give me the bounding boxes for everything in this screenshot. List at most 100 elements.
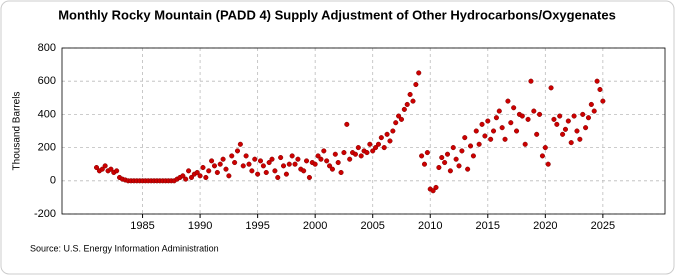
x-tick-label: 2020 <box>533 220 557 232</box>
point <box>194 169 200 176</box>
point <box>473 128 479 134</box>
point <box>315 153 321 159</box>
point <box>537 111 543 117</box>
point <box>545 161 551 167</box>
point <box>499 125 505 131</box>
point <box>424 150 430 156</box>
point <box>398 116 405 122</box>
point <box>528 78 534 84</box>
point <box>344 121 350 127</box>
point <box>114 168 120 174</box>
point <box>568 140 574 146</box>
point <box>525 116 531 122</box>
point <box>240 163 246 169</box>
point <box>433 184 439 190</box>
point <box>450 145 456 151</box>
point <box>514 128 520 134</box>
y-axis-label: Thousand Barrels <box>12 92 23 171</box>
point <box>519 113 525 119</box>
point <box>226 173 232 179</box>
point <box>416 70 422 76</box>
point <box>462 135 468 141</box>
point <box>442 159 448 166</box>
point <box>203 174 209 181</box>
point <box>252 156 258 162</box>
point <box>447 168 453 174</box>
point <box>209 158 215 164</box>
point <box>505 98 511 104</box>
point <box>401 106 407 112</box>
point <box>272 168 278 174</box>
point <box>266 159 272 166</box>
point <box>493 115 499 121</box>
point <box>574 128 580 134</box>
point <box>275 174 281 181</box>
point <box>269 156 275 162</box>
point <box>430 188 436 194</box>
point <box>295 156 301 162</box>
x-tick-label: 1985 <box>130 220 154 232</box>
point <box>257 158 264 164</box>
point <box>485 118 491 124</box>
point <box>211 163 218 169</box>
point <box>588 101 594 107</box>
point <box>327 163 333 169</box>
point <box>381 145 387 151</box>
y-tick-label: 600 <box>38 75 56 87</box>
point <box>436 164 442 171</box>
point <box>375 141 382 147</box>
point <box>531 108 537 114</box>
point <box>384 131 390 137</box>
y-tick-label: 400 <box>38 108 56 120</box>
point <box>554 121 560 127</box>
point <box>243 153 249 159</box>
y-tick-label: -200 <box>34 208 56 220</box>
point <box>223 166 229 172</box>
point <box>338 169 344 176</box>
point <box>364 150 370 156</box>
point <box>263 169 269 176</box>
point <box>410 98 416 104</box>
point <box>594 78 600 84</box>
point <box>479 121 485 127</box>
point <box>585 115 592 121</box>
x-tick-label: 1990 <box>188 220 212 232</box>
point <box>352 151 358 157</box>
x-tick-label: 2025 <box>591 220 615 232</box>
point <box>490 128 497 134</box>
point <box>413 81 419 88</box>
point <box>557 113 563 119</box>
point <box>465 166 471 172</box>
point <box>502 136 508 142</box>
point <box>200 164 206 171</box>
point <box>496 108 502 114</box>
x-tick-label: 1995 <box>245 220 269 232</box>
x-tick-label: 2005 <box>360 220 384 232</box>
plot-border <box>61 47 666 215</box>
point <box>188 174 195 181</box>
point <box>459 148 465 154</box>
point <box>278 155 284 161</box>
point <box>186 168 192 174</box>
point <box>301 168 307 174</box>
point <box>476 141 482 147</box>
point <box>534 131 540 137</box>
y-tick-label: 800 <box>38 42 56 54</box>
x-tick-label: 2010 <box>418 220 442 232</box>
point <box>444 151 451 157</box>
x-tick-label: 2000 <box>303 220 327 232</box>
point <box>214 169 220 176</box>
point <box>292 161 298 167</box>
point <box>318 156 324 162</box>
point <box>373 145 379 151</box>
point <box>197 173 203 179</box>
point <box>565 118 571 124</box>
point <box>511 105 517 111</box>
point <box>358 153 364 159</box>
point <box>421 161 428 167</box>
y-tick-label: 200 <box>38 142 56 154</box>
point <box>396 113 402 119</box>
x-tick-label: 2015 <box>476 220 500 232</box>
point <box>583 125 589 131</box>
point <box>321 148 327 154</box>
